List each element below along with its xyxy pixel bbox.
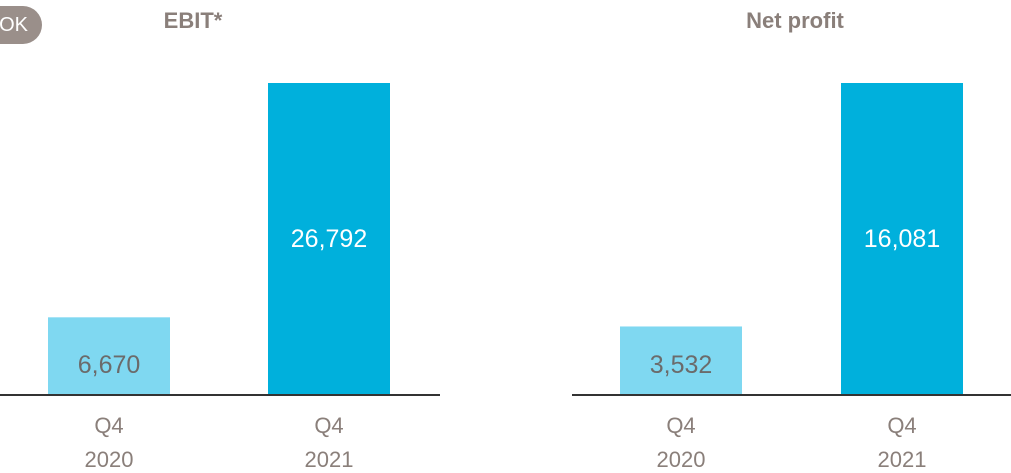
net-profit-bar-2021 <box>841 83 963 395</box>
net-profit-tick-label-2021: Q4 2021 <box>878 413 927 472</box>
ebit-bar-2021 <box>268 83 390 395</box>
ebit-tick-label-2020: Q4 2020 <box>85 413 134 472</box>
ok-badge: OK <box>0 6 42 44</box>
ok-badge-label: OK <box>0 13 28 36</box>
net-profit-chart-title: Net profit <box>746 8 844 33</box>
ebit-bar-2020 <box>48 317 170 395</box>
net-profit-tick-label-2020: Q4 2020 <box>657 413 706 472</box>
ebit-value-label-2021: 26,792 <box>291 225 367 253</box>
net-profit-value-label-2021: 16,081 <box>864 225 940 253</box>
ebit-value-label-2020: 6,670 <box>78 351 141 379</box>
ebit-tick-label-2021: Q4 2021 <box>305 413 354 472</box>
ebit-chart-title: EBIT* <box>163 8 223 33</box>
net-profit-value-label-2020: 3,532 <box>650 351 713 379</box>
net-profit-bar-2020 <box>620 326 742 395</box>
